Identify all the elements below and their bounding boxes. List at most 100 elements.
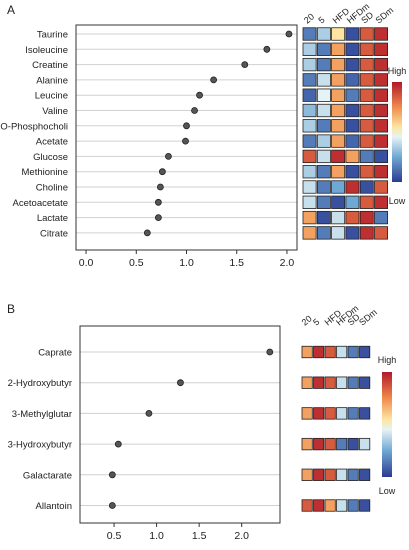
heatmap-cell bbox=[324, 407, 336, 420]
heatmap-cell bbox=[331, 165, 346, 179]
heatmap-cell bbox=[313, 468, 325, 481]
colorbar-low-label: Low bbox=[379, 486, 396, 496]
data-point bbox=[145, 409, 153, 417]
heatmap-cell bbox=[316, 57, 331, 72]
data-point bbox=[191, 107, 198, 114]
heatmap-cell bbox=[316, 165, 331, 179]
heatmap-cell bbox=[359, 42, 374, 56]
heatmap-cell bbox=[345, 119, 360, 133]
data-point bbox=[183, 122, 190, 130]
heatmap-cell bbox=[359, 376, 371, 389]
heatmap-cell bbox=[374, 195, 389, 209]
heatmap-cell bbox=[345, 165, 360, 179]
heatmap-cell bbox=[331, 57, 346, 72]
heatmap-cell bbox=[336, 407, 348, 420]
x-tick-label: 1.0 bbox=[149, 530, 164, 542]
heatmap-cell bbox=[374, 42, 389, 56]
heatmap-cell bbox=[345, 103, 360, 118]
heatmap-cell bbox=[331, 226, 346, 240]
heatmap-cell bbox=[359, 437, 371, 451]
colorbar bbox=[392, 82, 402, 182]
x-tick-label: 2.0 bbox=[280, 257, 295, 269]
heatmap-cell bbox=[301, 376, 313, 389]
heatmap-cell bbox=[374, 103, 389, 118]
heatmap-cell bbox=[313, 499, 325, 512]
data-point bbox=[266, 348, 274, 356]
heatmap-cell bbox=[324, 468, 336, 481]
heatmap-cell bbox=[316, 210, 331, 225]
heatmap-cell bbox=[359, 468, 371, 481]
colorbar bbox=[382, 372, 392, 477]
heatmap-cell bbox=[359, 165, 374, 179]
heatmap-column-label: 20 bbox=[302, 11, 316, 25]
heatmap-cell bbox=[316, 134, 331, 148]
heatmap-cell bbox=[374, 27, 389, 41]
category-label: Glucose bbox=[33, 152, 68, 163]
category-label: Caprate bbox=[38, 348, 72, 359]
heatmap-cell bbox=[359, 407, 371, 420]
heatmap-cell bbox=[347, 437, 359, 451]
heatmap-cell bbox=[316, 180, 331, 194]
heatmap-cell bbox=[316, 119, 331, 133]
x-tick-label: 1.0 bbox=[179, 257, 194, 269]
heatmap-cell bbox=[345, 42, 360, 56]
category-label: Valine bbox=[42, 106, 68, 117]
heatmap-cell bbox=[301, 437, 313, 451]
heatmap-cell bbox=[336, 468, 348, 481]
data-point bbox=[156, 183, 164, 191]
plot-frame bbox=[79, 325, 281, 524]
data-point bbox=[196, 91, 203, 99]
heatmap-cell bbox=[302, 73, 317, 87]
data-point bbox=[177, 379, 184, 387]
heatmap-cell bbox=[331, 103, 346, 118]
heatmap-cell bbox=[302, 134, 317, 148]
heatmap-cell bbox=[302, 119, 317, 133]
heatmap-cell bbox=[331, 27, 346, 41]
category-label: Citrate bbox=[40, 228, 68, 239]
category-label: Choline bbox=[36, 183, 68, 194]
heatmap-cell bbox=[331, 210, 346, 225]
heatmap-cell bbox=[347, 345, 359, 359]
panel-label: B bbox=[7, 302, 15, 316]
heatmap-cell bbox=[359, 210, 374, 225]
heatmap-cell bbox=[374, 73, 389, 87]
heatmap-column-label: SDm bbox=[357, 307, 379, 328]
heatmap-column-label: 20 bbox=[300, 313, 314, 327]
heatmap-cell bbox=[316, 195, 331, 209]
heatmap-cell bbox=[302, 226, 317, 240]
heatmap-cell bbox=[331, 119, 346, 133]
category-label: Acetoacetate bbox=[13, 198, 68, 209]
data-point bbox=[143, 229, 151, 237]
heatmap-cell bbox=[336, 376, 348, 389]
category-label: Allantoin bbox=[36, 501, 72, 512]
heatmap-cell bbox=[345, 195, 360, 209]
category-label: Lactate bbox=[37, 213, 68, 224]
heatmap-cell bbox=[331, 195, 346, 209]
colorbar-low-label: Low bbox=[389, 196, 406, 206]
colorbar-high-label: High bbox=[378, 355, 397, 365]
heatmap-cell bbox=[302, 195, 317, 209]
heatmap-cell bbox=[345, 149, 360, 164]
heatmap-cell bbox=[331, 180, 346, 194]
heatmap-cell bbox=[302, 57, 317, 72]
heatmap-cell bbox=[345, 180, 360, 194]
heatmap-cell bbox=[302, 103, 317, 118]
heatmap-cell bbox=[324, 437, 336, 451]
heatmap-cell bbox=[316, 226, 331, 240]
heatmap-cell bbox=[359, 88, 374, 102]
heatmap-cell bbox=[359, 27, 374, 41]
heatmap-cell bbox=[301, 407, 313, 420]
category-label: Alanine bbox=[36, 75, 68, 86]
heatmap-cell bbox=[302, 165, 317, 179]
heatmap-cell bbox=[345, 226, 360, 240]
heatmap-cell bbox=[374, 226, 389, 240]
data-point bbox=[154, 198, 162, 206]
heatmap-cell bbox=[302, 42, 317, 56]
heatmap-cell bbox=[316, 27, 331, 41]
x-tick-label: 1.5 bbox=[192, 530, 207, 542]
heatmap-cell bbox=[347, 376, 359, 389]
heatmap-cell bbox=[359, 119, 374, 133]
colorbar-high-label: High bbox=[388, 66, 407, 76]
data-point bbox=[285, 30, 293, 38]
